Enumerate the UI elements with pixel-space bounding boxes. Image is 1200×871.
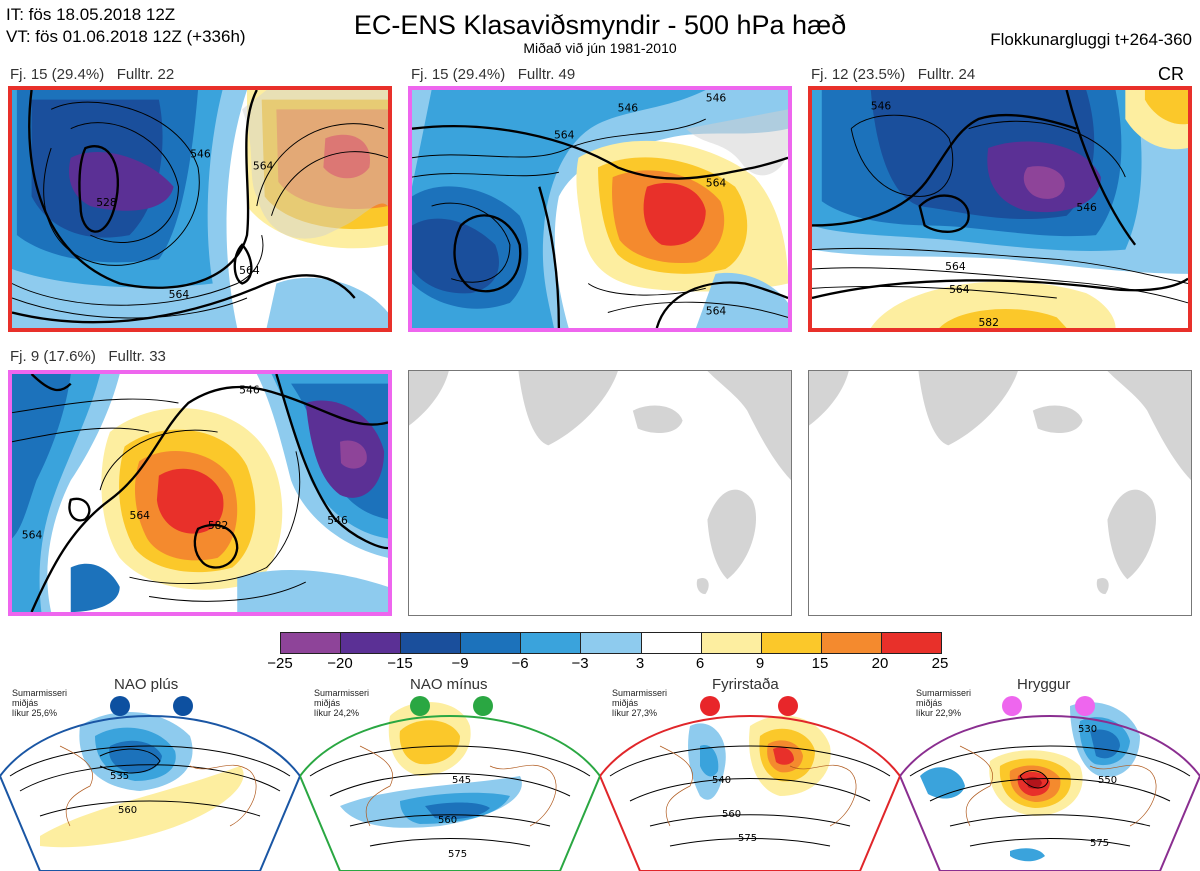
contour-label: 546 <box>190 148 211 161</box>
panel-1-label: Fj. 15 (29.4%) Fulltr. 22 <box>10 66 175 83</box>
valid-time: VT: fös 01.06.2018 12Z (+336h) <box>6 27 246 46</box>
colorbar-tick-label: −3 <box>571 655 589 672</box>
regime-note: Sumarmisseri miðjás líkur 24,2% <box>314 688 370 718</box>
contour-label: 546 <box>706 92 727 105</box>
regime-dot <box>778 696 798 716</box>
colorbar-tick-label: 20 <box>871 655 889 672</box>
regime-dot <box>173 696 193 716</box>
contour-label: 528 <box>96 196 117 209</box>
regime-note: Sumarmisseri miðjás líkur 27,3% <box>612 688 668 718</box>
colorbar-bin <box>521 633 582 653</box>
regime-dot <box>1002 696 1022 716</box>
contour-label: 546 <box>239 383 260 396</box>
regime-map-ridge: 530 550 575 <box>900 676 1200 871</box>
initial-time: IT: fös 18.05.2018 12Z <box>6 5 176 24</box>
panel-4-label: Fj. 9 (17.6%) Fulltr. 33 <box>10 348 166 365</box>
contour-label: 550 <box>1098 775 1117 786</box>
contour-label: 546 <box>1076 201 1097 214</box>
cluster-map-1: 546 528 564 564 564 <box>8 86 392 332</box>
colorbar-tick-label: 3 <box>635 655 645 672</box>
contour-label: 560 <box>118 805 137 816</box>
page-subtitle: Miðað við jún 1981-2010 <box>523 40 677 56</box>
contour-label: 564 <box>22 529 43 542</box>
empty-map-1 <box>408 370 792 616</box>
contour-label: 564 <box>706 305 727 318</box>
panel-3-tag: CR <box>1158 64 1184 84</box>
colorbar-ticks: −25 −20 −15 −9 −6 −3 3 6 9 15 20 25 <box>267 655 948 675</box>
contour-label: 575 <box>1090 838 1109 849</box>
colorbar-bin <box>341 633 402 653</box>
colorbar-bin <box>821 633 882 653</box>
contour-label: 564 <box>239 264 260 277</box>
contour-label: 546 <box>618 101 639 114</box>
regime-map-nao-plus: 535 560 <box>0 676 300 871</box>
colorbar-tick-label: −20 <box>327 655 353 672</box>
contour-label: 564 <box>169 288 190 301</box>
contour-label: 582 <box>208 519 229 532</box>
contour-label: 564 <box>554 128 575 141</box>
contour-label: 545 <box>452 775 471 786</box>
contour-label: 546 <box>871 99 892 112</box>
panel-2-label: Fj. 15 (29.4%) Fulltr. 49 <box>411 66 576 83</box>
empty-map-2 <box>808 370 1192 616</box>
contour-label: 575 <box>448 849 467 860</box>
regime-map-nao-minus: 545 560 575 <box>300 676 600 871</box>
regime-name: NAO mínus <box>410 676 488 693</box>
colorbar-tick-label: 6 <box>695 655 705 672</box>
cluster-map-3: 546 546 564 564 582 <box>808 86 1192 332</box>
regime-note: Sumarmisseri miðjás líkur 25,6% <box>12 688 68 718</box>
contour-label: 560 <box>722 809 741 820</box>
regime-map-blocking: 540 560 575 <box>600 676 900 871</box>
colorbar-bin <box>281 633 342 653</box>
colorbar-tick-label: −25 <box>267 655 293 672</box>
colorbar-tick-label: −15 <box>387 655 413 672</box>
regime-name: Fyrirstaða <box>712 676 779 693</box>
contour-label: 582 <box>978 316 999 328</box>
colorbar-bin <box>761 633 822 653</box>
page-title: EC-ENS Klasaviðsmyndir - 500 hPa hæð <box>353 10 847 40</box>
colorbar-tick-label: 9 <box>755 655 765 672</box>
colorbar-bin <box>581 633 642 653</box>
contour-label: 546 <box>327 514 348 527</box>
regime-dot <box>473 696 493 716</box>
colorbar-tick-label: 25 <box>931 655 949 672</box>
colorbar <box>280 632 942 654</box>
regime-dot <box>1075 696 1095 716</box>
colorbar-tick-label: −6 <box>511 655 529 672</box>
contour-label: 564 <box>945 260 966 273</box>
panel-3-label: Fj. 12 (23.5%) Fulltr. 24 <box>811 66 976 83</box>
colorbar-tick-label: 15 <box>811 655 829 672</box>
regime-dot <box>110 696 130 716</box>
cluster-map-2: 546 546 564 564 564 <box>408 86 792 332</box>
header-info: IT: fös 18.05.2018 12Z VT: fös 01.06.201… <box>6 4 246 48</box>
regime-name: Hryggur <box>1017 676 1071 693</box>
contour-label: 540 <box>712 775 731 786</box>
contour-label: 564 <box>130 509 151 522</box>
regime-note: Sumarmisseri miðjás líkur 22,9% <box>916 688 972 718</box>
contour-label: 535 <box>110 771 129 782</box>
colorbar-bin <box>461 633 522 653</box>
colorbar-tick-label: −9 <box>451 655 469 672</box>
cluster-map-4: 546 546 564 564 582 <box>8 370 392 616</box>
contour-label: 575 <box>738 833 757 844</box>
colorbar-bin <box>641 633 702 653</box>
colorbar-bin <box>701 633 762 653</box>
contour-label: 564 <box>706 177 727 190</box>
regime-name: NAO plús <box>114 676 179 693</box>
contour-label: 530 <box>1078 724 1097 735</box>
contour-label: 560 <box>438 815 457 826</box>
classification-window: Flokkunargluggi t+264-360 <box>990 30 1192 49</box>
regime-dot <box>410 696 430 716</box>
contour-label: 564 <box>253 159 274 172</box>
contour-label: 564 <box>949 283 970 296</box>
regime-dot <box>700 696 720 716</box>
colorbar-bin <box>881 633 942 653</box>
colorbar-bin <box>401 633 462 653</box>
